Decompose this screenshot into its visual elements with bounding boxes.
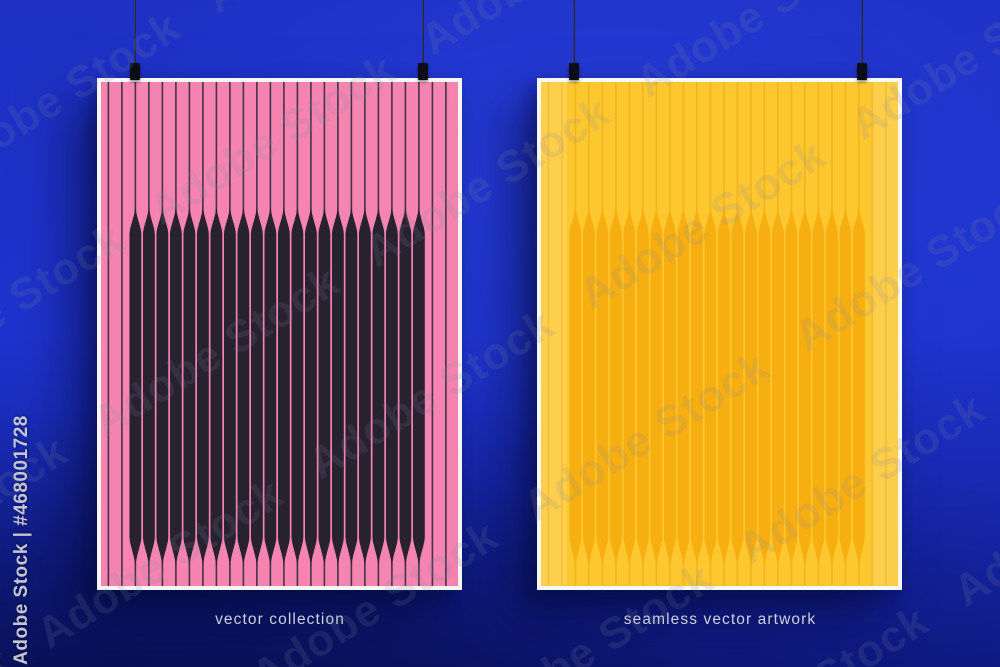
watermark-text: Adobe Stock	[674, 595, 938, 667]
poster-yellow-artwork	[541, 82, 898, 586]
watermark-id-label: Adobe Stock | #468001728	[11, 415, 32, 665]
watermark-text: Adobe Stock	[889, 638, 1000, 667]
hanging-string	[134, 0, 136, 67]
watermark-text: Adobe Stock	[945, 426, 1000, 616]
hanging-string	[861, 0, 863, 67]
hanging-string	[573, 0, 575, 67]
poster-yellow	[537, 78, 902, 590]
poster-pattern	[569, 207, 865, 566]
hanging-string	[422, 0, 424, 67]
caption-right-poster: seamless vector artwork	[623, 611, 817, 628]
string-clip	[418, 63, 428, 80]
caption-left-poster: vector collection	[215, 611, 345, 628]
string-clip	[569, 63, 579, 80]
poster-pink	[97, 78, 462, 590]
string-clip	[130, 63, 140, 80]
poster-paper	[872, 82, 898, 586]
poster-pink-artwork	[101, 82, 458, 586]
string-clip	[857, 63, 867, 80]
watermark-text: Adobe Stock	[412, 0, 676, 65]
poster-paper	[541, 82, 567, 586]
poster-pattern	[129, 207, 425, 566]
